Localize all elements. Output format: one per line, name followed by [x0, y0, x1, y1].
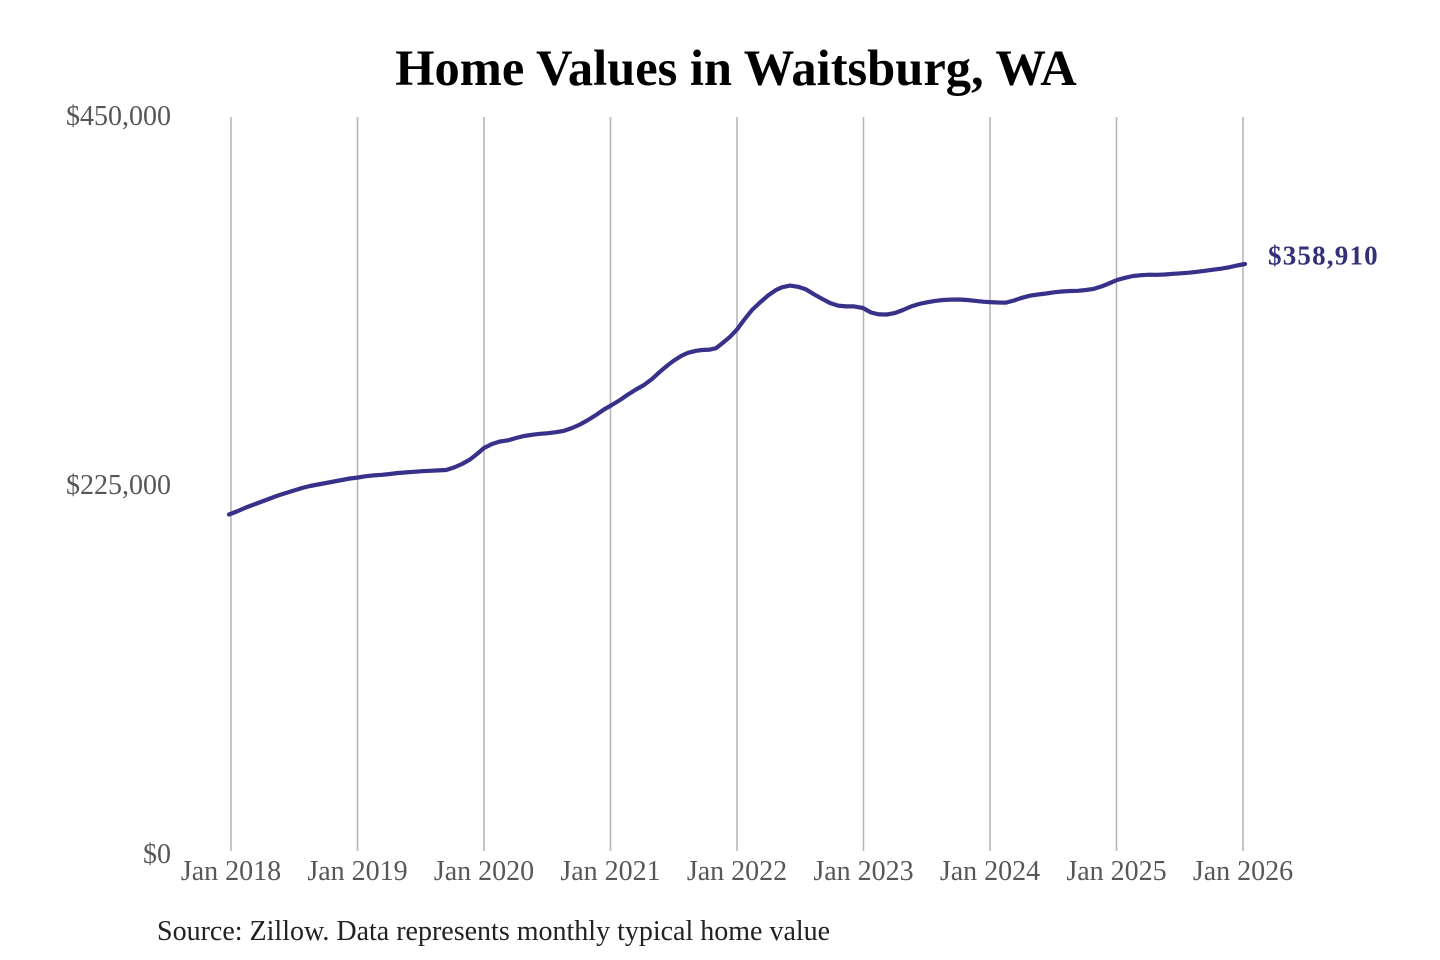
svg-text:Jan 2023: Jan 2023 — [813, 856, 913, 887]
svg-text:$450,000: $450,000 — [66, 101, 171, 132]
svg-text:$358,910: $358,910 — [1268, 241, 1379, 271]
svg-text:Jan 2025: Jan 2025 — [1066, 856, 1166, 887]
svg-text:Jan 2019: Jan 2019 — [307, 856, 407, 887]
svg-text:Jan 2024: Jan 2024 — [940, 856, 1040, 887]
svg-text:Jan 2018: Jan 2018 — [181, 856, 281, 887]
svg-text:$0: $0 — [143, 839, 171, 870]
svg-text:Home Values in Waitsburg, WA: Home Values in Waitsburg, WA — [395, 40, 1077, 96]
svg-text:Jan 2021: Jan 2021 — [560, 856, 660, 887]
svg-text:Jan 2022: Jan 2022 — [687, 856, 787, 887]
svg-text:Source: Zillow. Data represent: Source: Zillow. Data represents monthly … — [157, 916, 830, 947]
svg-text:$225,000: $225,000 — [66, 470, 171, 501]
svg-text:Jan 2020: Jan 2020 — [434, 856, 534, 887]
svg-text:Jan 2026: Jan 2026 — [1193, 856, 1293, 887]
